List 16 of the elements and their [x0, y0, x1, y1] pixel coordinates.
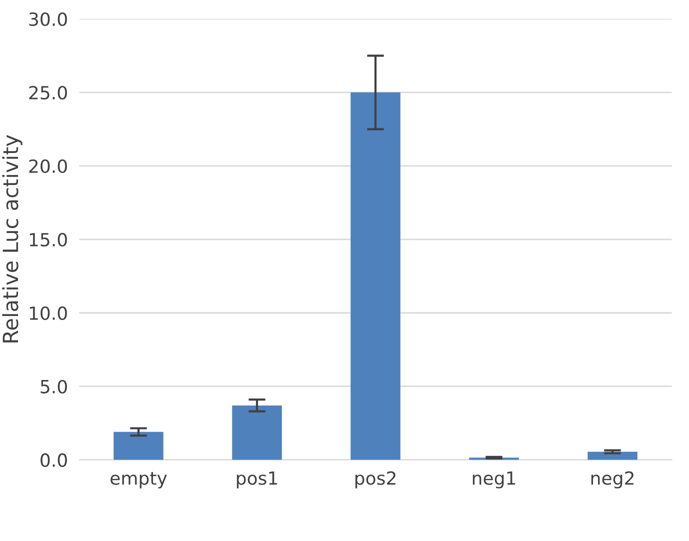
x-tick-label: neg2 — [591, 471, 634, 488]
y-axis-title: Relative Luc activity — [2, 135, 22, 342]
y-tick-label: 5.0 — [40, 380, 67, 394]
y-tick-label: 25.0 — [29, 86, 67, 100]
bar — [350, 92, 400, 460]
y-tick-label: 30.0 — [29, 12, 67, 26]
bar — [232, 405, 282, 460]
x-tick-label: neg1 — [472, 472, 516, 488]
x-tick-label: empty — [110, 472, 167, 488]
y-tick-label: 0.0 — [40, 453, 67, 467]
x-tick-label: pos1 — [236, 472, 278, 488]
y-tick-label: 10.0 — [30, 306, 67, 320]
y-tick-label: 20.0 — [29, 159, 67, 174]
x-tick-label: pos2 — [355, 471, 396, 488]
y-tick-label: 15.0 — [30, 232, 67, 247]
bar — [114, 432, 164, 460]
